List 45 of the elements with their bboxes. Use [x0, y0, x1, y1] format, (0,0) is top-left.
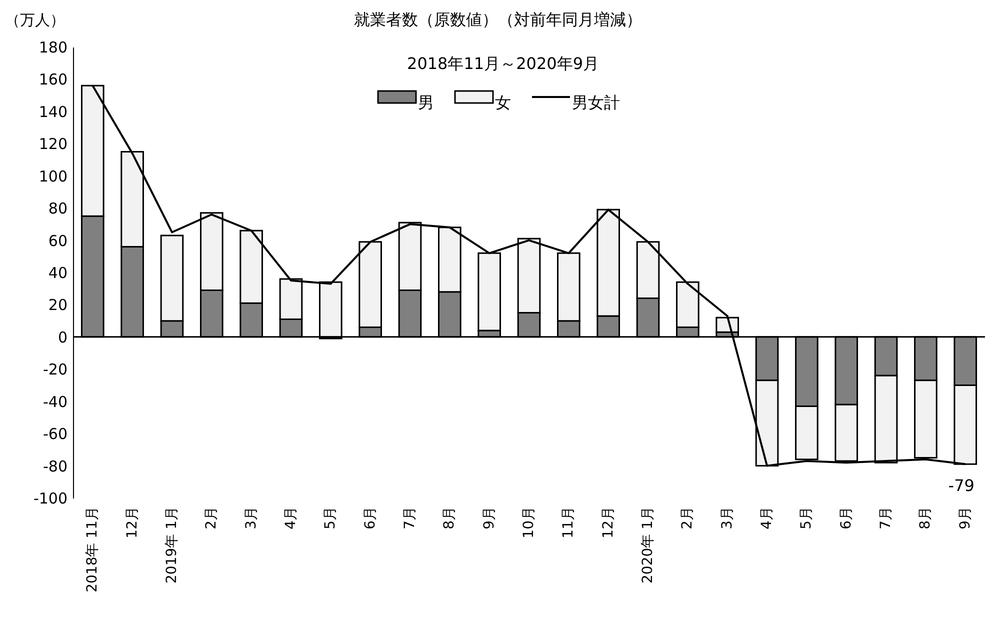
y-tick-label: 160	[38, 70, 68, 89]
x-tick-label: 4月	[282, 506, 299, 530]
x-tick-label: 6月	[362, 506, 378, 530]
legend-label: 男女計	[572, 93, 620, 112]
x-tick-label: 2月	[204, 506, 220, 530]
y-tick-label: -40	[43, 392, 68, 411]
y-tick-label: 100	[38, 167, 68, 186]
chart-title: 就業者数（原数値）（対前年同月増減）	[354, 10, 642, 29]
x-tick-label: 12月	[600, 506, 616, 538]
y-tick-label: 120	[38, 135, 68, 154]
x-tick-label: 12月	[124, 506, 140, 538]
y-tick-label: 40	[48, 264, 68, 282]
y-axis-title: （万人）	[5, 11, 65, 29]
y-tick-label: 20	[48, 296, 68, 314]
y-tick-label: 80	[48, 200, 68, 218]
x-tick-label: 8月	[918, 506, 934, 530]
x-tick-label: 5月	[322, 506, 339, 530]
x-tick-label: 2019年 1月	[164, 506, 180, 584]
chart-subtitle: 2018年11月～2020年9月	[407, 54, 599, 73]
legend-label: 男	[418, 93, 434, 112]
y-tick-label: -100	[33, 490, 68, 508]
y-tick-label: -60	[43, 425, 68, 444]
x-tick-label: 8月	[442, 506, 458, 530]
legend-label: 女	[495, 93, 511, 112]
x-tick-label: 3月	[243, 506, 260, 530]
x-tick-label: 2020年 1月	[640, 506, 656, 584]
x-tick-label: 4月	[759, 506, 776, 530]
x-tick-label: 7月	[402, 506, 418, 530]
x-tick-label: 3月	[719, 506, 736, 530]
data-label: -79	[948, 476, 974, 496]
x-tick-label: 7月	[878, 506, 894, 530]
x-tick-label: 2月	[680, 506, 696, 530]
y-tick-label: 180	[38, 38, 68, 56]
y-tick-label: -20	[43, 360, 68, 379]
x-tick-label: 9月	[481, 506, 498, 530]
x-tick-label: 6月	[838, 506, 854, 530]
x-tick-label: 11月	[560, 506, 577, 538]
x-tick-label: 2018年 11月	[84, 506, 101, 592]
y-tick-label: 60	[48, 232, 68, 250]
x-tick-label: 5月	[798, 506, 815, 530]
x-tick-label: 10月	[521, 506, 537, 538]
y-tick-label: 140	[38, 102, 68, 121]
y-tick-label: -80	[43, 457, 68, 476]
y-tick-label: 0	[58, 328, 68, 346]
x-tick-label: 9月	[957, 506, 974, 530]
